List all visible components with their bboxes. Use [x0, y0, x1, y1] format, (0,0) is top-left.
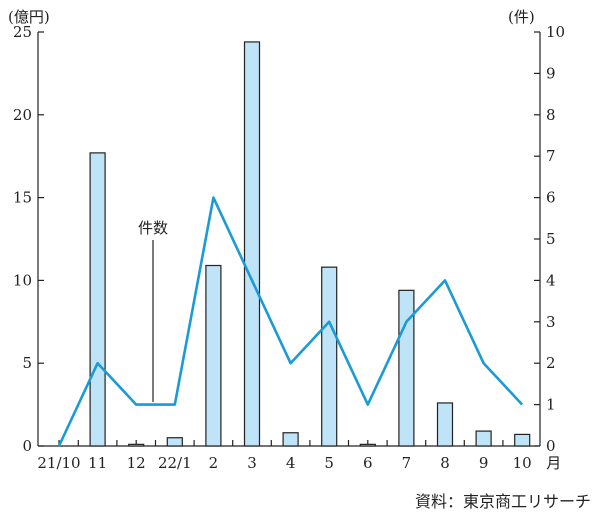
right-tick-label: 8	[546, 106, 556, 124]
left-tick-label: 25	[13, 23, 32, 41]
bar	[398, 289, 415, 447]
x-tick-label: 8	[440, 454, 450, 472]
left-axis-ticks: 0 5 10 15 20 25	[13, 23, 44, 455]
bar	[89, 152, 106, 447]
bar	[282, 432, 299, 447]
right-tick-label: 7	[546, 147, 556, 165]
x-tick-label: 5	[324, 454, 334, 472]
source-note: 資料：東京商工リサーチ	[414, 492, 591, 511]
left-tick-label: 20	[13, 106, 32, 124]
x-tick-label: 11	[88, 454, 107, 472]
right-tick-label: 2	[546, 354, 556, 372]
right-tick-label: 1	[546, 396, 556, 414]
left-axis-unit: (億円)	[8, 8, 50, 26]
x-tick-label: 12	[127, 454, 146, 472]
x-tick-label: 6	[363, 454, 373, 472]
x-tick-label: 3	[247, 454, 257, 472]
x-tick-label: 7	[402, 454, 412, 472]
left-tick-label: 10	[13, 271, 32, 289]
bar-series	[89, 41, 531, 447]
x-tick-label: 10	[513, 454, 532, 472]
x-tick-label: 21/10	[37, 454, 80, 472]
bar	[166, 437, 183, 447]
bar	[205, 264, 222, 447]
x-axis-suffix: 月	[546, 454, 561, 472]
right-tick-label: 3	[546, 313, 556, 331]
right-tick-label: 9	[546, 64, 556, 82]
bar	[321, 266, 338, 447]
right-tick-label: 4	[546, 271, 556, 289]
x-tick-label: 22/1	[158, 454, 192, 472]
count-line	[57, 196, 524, 447]
x-tick-label: 9	[479, 454, 489, 472]
bar	[359, 443, 376, 447]
bar	[436, 402, 454, 447]
right-tick-label: 10	[546, 23, 565, 41]
bar	[243, 41, 261, 447]
x-tick-label: 4	[286, 454, 296, 472]
count-annotation: 件数	[138, 219, 168, 237]
left-tick-label: 0	[22, 437, 32, 455]
right-tick-label: 0	[546, 437, 556, 455]
bar	[128, 443, 145, 447]
right-tick-label: 5	[546, 230, 556, 248]
bar	[475, 430, 492, 447]
right-axis-unit: (件)	[508, 8, 535, 26]
right-axis-ticks: 0 1 2 3 4 5 6 7 8 9 10	[534, 23, 565, 455]
left-tick-label: 5	[22, 354, 32, 372]
x-tick-label: 2	[209, 454, 219, 472]
right-tick-label: 6	[546, 189, 556, 207]
x-axis-ticks: 21/10 11 12 22/1 2 3 4 5 6 7 8 9 10 月	[37, 440, 561, 472]
bar	[514, 433, 531, 447]
left-tick-label: 15	[13, 189, 32, 207]
